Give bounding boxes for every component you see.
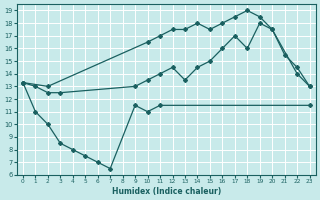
- X-axis label: Humidex (Indice chaleur): Humidex (Indice chaleur): [112, 187, 221, 196]
